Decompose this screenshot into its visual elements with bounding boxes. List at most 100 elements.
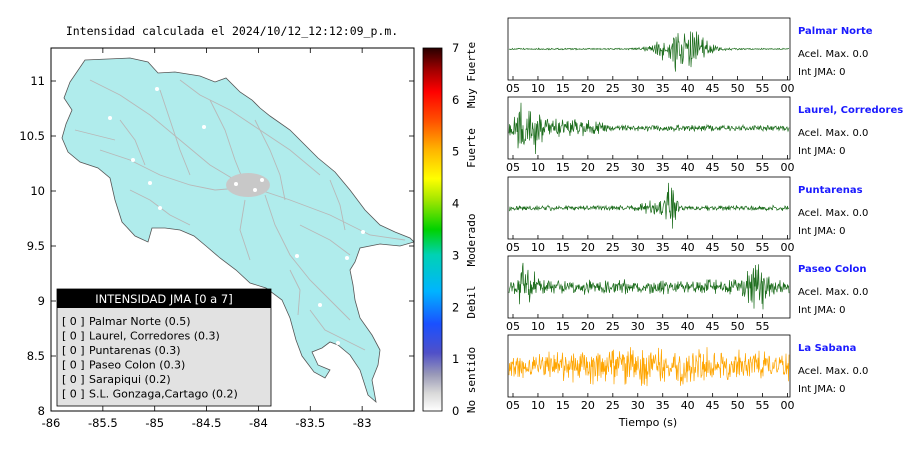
seismogram-trace [508, 347, 790, 387]
station-name: La Sabana [798, 343, 856, 354]
colorbar-tick-label: 3 [452, 248, 459, 262]
x-tick-label: -85 [145, 416, 164, 430]
x-tick-label: -85.5 [88, 416, 118, 430]
y-tick-label: 10 [30, 184, 45, 198]
y-tick-label: 10.5 [19, 129, 45, 143]
trace-tick-label: 05 [506, 82, 520, 95]
trace-tick-label: 05 [506, 399, 520, 412]
seismogram-trace [508, 102, 790, 155]
legend-item-label: Paseo Colon (0.3) [89, 359, 185, 372]
colorbar-tick-label: 0 [452, 404, 459, 418]
map-y-axis: 11 10.5 10 9.5 9 8.5 8 [19, 74, 414, 418]
trace-tick-label: 35 [656, 399, 670, 412]
y-tick-label: 9.5 [27, 239, 45, 253]
trace-panel: 05 10 15 20 25 30 35 40 45 50 55 00 Laurel, Corredor… [506, 96, 903, 174]
colorbar-tick-label: 1 [452, 352, 459, 366]
trace-panel: 05 10 15 20 25 30 35 40 45 50 55 Paseo Colon Acel. M… [506, 255, 868, 333]
station-name: Palmar Norte [798, 26, 873, 37]
trace-tick-label: 45 [706, 320, 720, 333]
y-tick-label: 8.5 [27, 349, 45, 363]
seismogram-panels: 05 10 15 20 25 30 35 40 45 50 55 00 Palmar Norte Acel… [506, 17, 903, 412]
x-tick-label: -83.5 [295, 416, 325, 430]
trace-tick-label: 30 [631, 399, 645, 412]
y-tick-label: 11 [30, 74, 45, 88]
trace-tick-label: 55 [756, 161, 770, 174]
station-jma-label: Int JMA: 0 [798, 146, 846, 157]
trace-panel: 05 10 15 20 25 30 35 40 45 50 55 00 Palmar Norte Acel… [506, 17, 873, 95]
trace-tick-label: 20 [581, 320, 595, 333]
station-accel-label: Acel. Max. 0.0 [798, 128, 868, 139]
legend-item-badge: [ 0 ] [62, 344, 85, 357]
trace-tick-label: 40 [681, 82, 695, 95]
trace-tick-label: 35 [656, 82, 670, 95]
trace-tick-label: 05 [506, 241, 520, 254]
intensity-legend: INTENSIDAD JMA [0 a 7] [ 0 ] Palmar Norte… [56, 288, 272, 407]
trace-tick-label: 55 [756, 241, 770, 254]
trace-tick-label: 50 [731, 82, 745, 95]
trace-tick-label: 05 [506, 161, 520, 174]
station-jma-label: Int JMA: 0 [798, 226, 846, 237]
trace-tick-label: 20 [581, 241, 595, 254]
station-jma-label: Int JMA: 0 [798, 305, 846, 316]
trace-tick-label: 20 [581, 399, 595, 412]
station-jma-label: Int JMA: 0 [798, 384, 846, 395]
trace-tick-label: 30 [631, 320, 645, 333]
trace-tick-label: 05 [506, 320, 520, 333]
colorbar-level-label: Moderado [465, 214, 478, 267]
seismogram-trace [508, 31, 790, 72]
trace-tick-label: 25 [606, 320, 620, 333]
trace-tick-label: 10 [531, 82, 545, 95]
map-x-axis: -86 -85.5 -85 -84.5 -84 -83.5 -83 [42, 48, 372, 430]
legend-item-badge: [ 0 ] [62, 330, 85, 343]
intensity-colorbar: 7 6 5 4 3 2 1 0 Muy Fuerte Fuerte Moderado Debil No… [422, 41, 478, 418]
trace-tick-label: 40 [681, 399, 695, 412]
trace-tick-label: 25 [606, 82, 620, 95]
trace-tick-label: 50 [731, 320, 745, 333]
trace-tick-label: 00 [781, 399, 795, 412]
legend-item-label: Puntarenas (0.3) [89, 344, 181, 357]
station-accel-label: Acel. Max. 0.0 [798, 208, 868, 219]
trace-tick-label: 00 [781, 82, 795, 95]
map-title: Intensidad calculada el 2024/10/12_12:12… [66, 24, 398, 38]
colorbar-tick-label: 4 [452, 197, 459, 211]
legend-item-label: Palmar Norte (0.5) [89, 315, 191, 328]
trace-tick-label: 00 [781, 161, 795, 174]
trace-tick-label: 25 [606, 399, 620, 412]
x-tick-label: -84.5 [192, 416, 222, 430]
trace-tick-label: 55 [756, 82, 770, 95]
colorbar-tick-label: 7 [452, 41, 459, 55]
trace-tick-label: 30 [631, 241, 645, 254]
trace-tick-label: 50 [731, 399, 745, 412]
station-accel-label: Acel. Max. 0.0 [798, 49, 868, 60]
x-tick-label: -83 [353, 416, 372, 430]
station-name: Paseo Colon [798, 264, 867, 275]
colorbar-level-label: Muy Fuerte [465, 42, 478, 108]
legend-item-label: Sarapiqui (0.2) [89, 373, 171, 386]
trace-tick-label: 40 [681, 320, 695, 333]
trace-tick-label: 35 [656, 161, 670, 174]
trace-panel: 05 10 15 20 25 30 35 40 45 50 55 00 La Sabana Acel. M… [506, 334, 868, 412]
trace-tick-label: 10 [531, 241, 545, 254]
legend-item-label: Laurel, Corredores (0.3) [89, 330, 220, 343]
trace-tick-label: 10 [531, 320, 545, 333]
x-tick-label: -84 [249, 416, 268, 430]
trace-tick-label: 40 [681, 161, 695, 174]
trace-tick-label: 20 [581, 161, 595, 174]
trace-panel: 05 10 15 20 25 30 35 40 45 50 55 00 Puntarenas Acel. … [506, 176, 868, 254]
station-name: Laurel, Corredores [798, 105, 903, 116]
trace-tick-label: 15 [556, 399, 570, 412]
trace-tick-label: 15 [556, 241, 570, 254]
trace-tick-label: 30 [631, 161, 645, 174]
trace-tick-label: 10 [531, 399, 545, 412]
y-tick-label: 9 [38, 294, 45, 308]
trace-tick-label: 45 [706, 399, 720, 412]
costa-rica-land [61, 57, 414, 404]
trace-tick-label: 55 [756, 399, 770, 412]
seismogram-trace [508, 262, 790, 310]
legend-item-badge: [ 0 ] [62, 388, 85, 401]
legend-item-badge: [ 0 ] [62, 359, 85, 372]
trace-tick-label: 45 [706, 241, 720, 254]
colorbar-level-label: Debil [465, 285, 478, 318]
trace-tick-label: 45 [706, 82, 720, 95]
